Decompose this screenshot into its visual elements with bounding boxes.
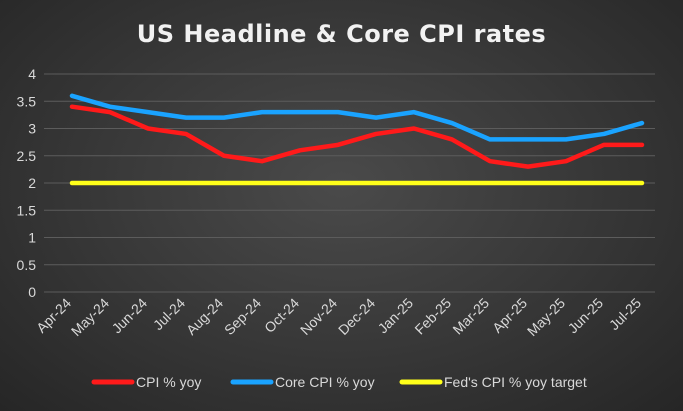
- y-tick-label: 3: [28, 121, 36, 137]
- series-line-core-cpi-yoy: [69, 93, 645, 142]
- y-tick-label: 4: [28, 66, 36, 82]
- legend-label: Fed's CPI % yoy target: [444, 374, 587, 390]
- x-tick-label: May-25: [524, 295, 568, 339]
- x-tick-label: Jan-25: [375, 295, 417, 337]
- y-tick-label: 1: [28, 230, 36, 246]
- x-tick-label: Sep-24: [221, 295, 264, 338]
- x-tick-label: Apr-25: [489, 295, 530, 336]
- x-tick-label: Aug-24: [183, 295, 226, 338]
- x-tick-label: Jun-24: [109, 295, 151, 337]
- x-tick-label: Apr-24: [33, 295, 74, 336]
- series-lines: [69, 93, 645, 186]
- chart-title: US Headline & Core CPI rates: [137, 20, 546, 48]
- legend-label: Core CPI % yoy: [275, 374, 375, 390]
- x-tick-label: Mar-25: [449, 295, 492, 338]
- legend: CPI % yoy Core CPI % yoy Fed's CPI % yoy t…: [91, 374, 587, 390]
- y-tick-label: 1.5: [17, 202, 37, 218]
- y-tick-label: 2.5: [17, 148, 37, 164]
- x-tick-label: May-24: [68, 295, 112, 339]
- x-tick-label: Nov-24: [297, 295, 340, 338]
- x-tick-label: Feb-25: [411, 295, 454, 338]
- legend-label: CPI % yoy: [136, 374, 201, 390]
- x-tick-label: Jun-25: [565, 295, 607, 337]
- y-axis-ticks: 0 0.5 1 1.5 2 2.5 3 3.5 4: [17, 66, 37, 300]
- y-tick-label: 3.5: [17, 93, 37, 109]
- y-tick-label: 0: [28, 284, 36, 300]
- series-line-cpi-yoy: [69, 104, 645, 169]
- y-tick-label: 2: [28, 175, 36, 191]
- x-tick-label: Jul-25: [606, 295, 644, 333]
- y-tick-label: 0.5: [17, 257, 37, 273]
- x-tick-label: Dec-24: [335, 295, 378, 338]
- x-tick-label: Oct-24: [261, 295, 302, 336]
